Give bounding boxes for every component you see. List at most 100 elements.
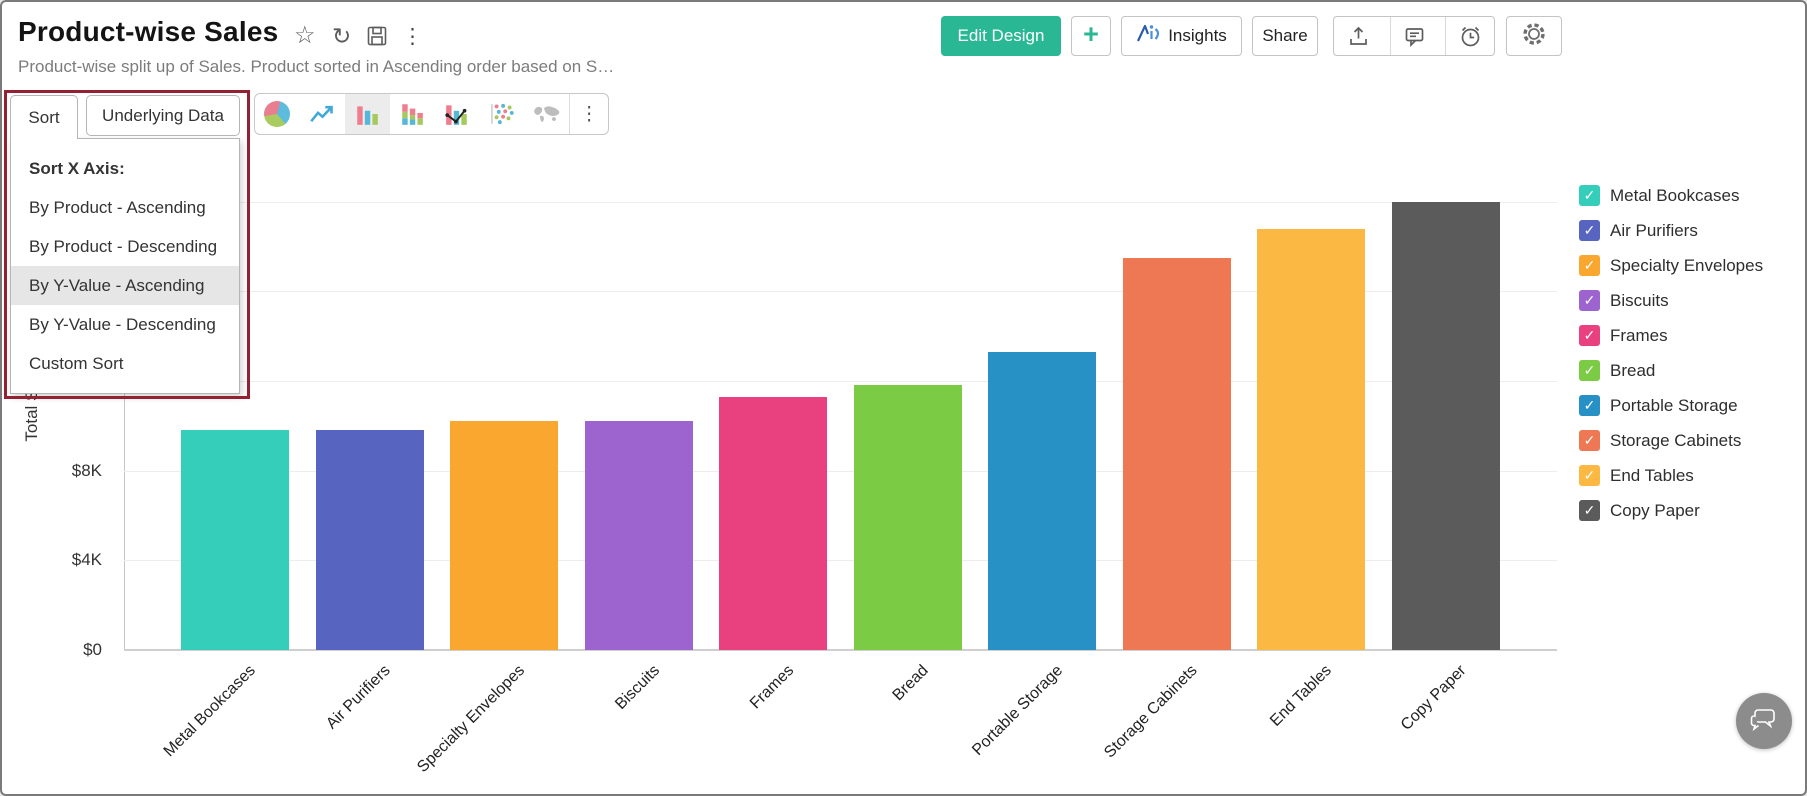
legend-label: Bread	[1610, 360, 1656, 380]
legend-item[interactable]: ✓ Air Purifiers	[1579, 213, 1763, 248]
bar[interactable]	[1391, 201, 1500, 650]
gear-icon	[1521, 21, 1547, 52]
legend-label: Frames	[1610, 325, 1668, 345]
legend-checkbox[interactable]: ✓	[1579, 360, 1600, 381]
map-chart-icon[interactable]	[524, 94, 569, 134]
legend-item[interactable]: ✓ Bread	[1579, 353, 1763, 388]
legend-label: Portable Storage	[1610, 395, 1738, 415]
legend-label: Metal Bookcases	[1610, 185, 1740, 205]
gridline	[124, 470, 1557, 472]
sort-menu-item[interactable]: By Y-Value - Ascending	[11, 266, 239, 305]
stacked-bar-chart-icon[interactable]	[390, 94, 435, 134]
legend-checkbox[interactable]: ✓	[1579, 185, 1600, 206]
x-tick-label: Frames	[746, 662, 798, 713]
legend-label: Specialty Envelopes	[1610, 255, 1764, 275]
refresh-icon[interactable]: ↻	[332, 23, 352, 49]
legend-checkbox[interactable]: ✓	[1579, 465, 1600, 486]
legend-checkbox[interactable]: ✓	[1579, 325, 1600, 346]
favorite-star-icon[interactable]: ☆	[294, 22, 316, 49]
sort-menu-item[interactable]: Custom Sort	[29, 354, 124, 373]
legend-item[interactable]: ✓ Frames	[1579, 318, 1763, 353]
legend-item[interactable]: ✓ Metal Bookcases	[1579, 178, 1763, 213]
scatter-chart-icon[interactable]	[479, 94, 524, 134]
y-axis-line	[124, 150, 125, 650]
x-tick-label: Storage Cabinets	[1101, 662, 1201, 762]
bar[interactable]	[181, 430, 290, 650]
bar[interactable]	[315, 430, 424, 650]
page-title: Product-wise Sales	[18, 16, 279, 47]
insights-button[interactable]: Insights	[1121, 16, 1242, 56]
legend-label: Copy Paper	[1610, 500, 1700, 520]
legend-item[interactable]: ✓ Specialty Envelopes	[1579, 248, 1763, 283]
legend-checkbox[interactable]: ✓	[1579, 430, 1600, 451]
edit-design-button[interactable]: Edit Design	[941, 16, 1061, 56]
toolbar-more-icon[interactable]: ⋮	[579, 103, 599, 125]
insights-button-label: Insights	[1168, 26, 1227, 45]
x-tick-label: End Tables	[1267, 662, 1336, 730]
add-button[interactable]: +	[1071, 16, 1111, 56]
toolbar-divider	[569, 94, 571, 134]
x-tick-label: Air Purifiers	[323, 662, 394, 733]
x-axis-line	[124, 649, 1557, 651]
gridline	[124, 201, 1557, 203]
sort-menu-item[interactable]: By Y-Value - Descending	[29, 315, 216, 334]
combo-chart-icon[interactable]	[435, 94, 480, 134]
legend-checkbox[interactable]: ✓	[1579, 290, 1600, 311]
sort-menu-item[interactable]: By Product - Descending	[29, 237, 218, 256]
legend-item[interactable]: ✓ Storage Cabinets	[1579, 423, 1763, 458]
x-tick-label: Bread	[889, 662, 932, 705]
pie-chart-icon[interactable]	[255, 94, 300, 134]
x-tick-label: Portable Storage	[969, 662, 1067, 759]
bar[interactable]	[719, 396, 828, 650]
y-tick-label: $8K	[71, 460, 102, 480]
legend-item[interactable]: ✓ Copy Paper	[1579, 493, 1763, 528]
sort-menu-item[interactable]: By Product - Ascending	[29, 198, 206, 217]
legend-checkbox[interactable]: ✓	[1579, 395, 1600, 416]
legend-checkbox[interactable]: ✓	[1579, 500, 1600, 521]
alerts-clock-icon[interactable]	[1445, 17, 1494, 55]
gridline	[124, 380, 1557, 382]
sort-dropdown-menu: Sort X Axis: By Product - Ascending By Pr…	[10, 138, 240, 394]
save-icon[interactable]	[366, 25, 388, 54]
y-tick-label: $0	[83, 640, 102, 659]
zia-insights-icon	[1136, 23, 1161, 49]
x-tick-label: Copy Paper	[1397, 662, 1470, 734]
line-chart-icon[interactable]	[300, 94, 345, 134]
legend-checkbox[interactable]: ✓	[1579, 220, 1600, 241]
legend-item[interactable]: ✓ Portable Storage	[1579, 388, 1763, 423]
y-tick-label: $4K	[71, 550, 102, 570]
legend-label: Storage Cabinets	[1610, 430, 1742, 450]
bar[interactable]	[450, 421, 559, 650]
tab-underlying-data[interactable]: Underlying Data	[86, 95, 240, 136]
gridline	[124, 291, 1557, 293]
x-tick-label: Metal Bookcases	[161, 662, 260, 761]
settings-button[interactable]	[1506, 16, 1562, 56]
sort-menu-header: Sort X Axis:	[29, 159, 125, 178]
chat-support-button[interactable]	[1736, 693, 1792, 749]
bar[interactable]	[1122, 257, 1231, 650]
x-tick-label: Biscuits	[611, 662, 663, 714]
tab-sort[interactable]: Sort	[10, 95, 78, 139]
bar[interactable]	[584, 421, 693, 650]
x-tick-label: Specialty Envelopes	[414, 662, 529, 776]
legend-item[interactable]: ✓ End Tables	[1579, 458, 1763, 493]
share-button[interactable]: Share	[1252, 16, 1318, 56]
legend-item[interactable]: ✓ Biscuits	[1579, 283, 1763, 318]
header-icon-group	[1333, 16, 1495, 56]
chart-type-toolbar: ⋮	[254, 93, 609, 135]
page-subtitle: Product-wise split up of Sales. Product …	[18, 57, 615, 76]
bar[interactable]	[1257, 228, 1366, 650]
bar-chart-icon[interactable]	[344, 94, 390, 134]
bar[interactable]	[853, 385, 962, 650]
chat-bubbles-icon	[1749, 705, 1779, 738]
legend-checkbox[interactable]: ✓	[1579, 255, 1600, 276]
comments-icon[interactable]	[1389, 17, 1439, 55]
legend-label: Air Purifiers	[1610, 220, 1698, 240]
gridline	[124, 560, 1557, 562]
chart-legend: ✓ Metal Bookcases ✓ Air Purifiers ✓ Specialty…	[1579, 178, 1763, 528]
more-options-icon[interactable]: ⋮	[402, 25, 423, 48]
bar[interactable]	[988, 351, 1097, 650]
export-icon[interactable]	[1334, 17, 1383, 55]
